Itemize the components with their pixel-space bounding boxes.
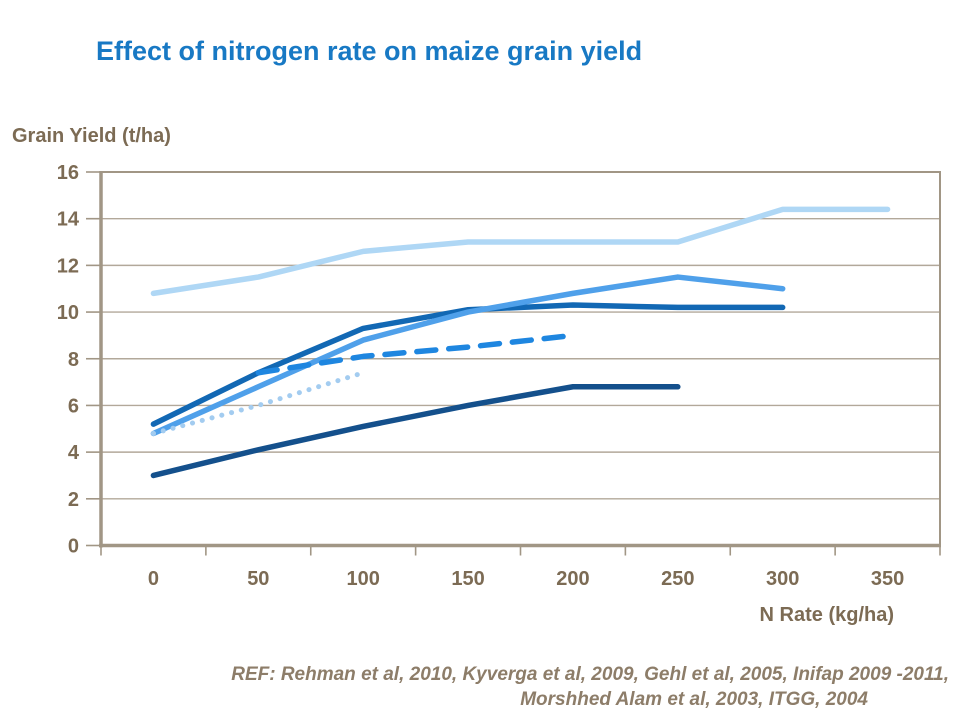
reference-text-line1: REF: Rehman et al, 2010, Kyverga et al, … — [231, 664, 949, 685]
x-tick-label: 200 — [556, 568, 589, 590]
x-tick-label: 300 — [766, 568, 799, 590]
reference-text-line2: Morshhed Alam et al, 2003, ITGG, 2004 — [520, 689, 868, 710]
x-tick-label: 350 — [871, 568, 904, 590]
series-dashed-blue-line — [255, 332, 576, 376]
x-tick-label: 150 — [451, 568, 484, 590]
x-tick-label: 100 — [347, 568, 380, 590]
chart-title: Effect of nitrogen rate on maize grain y… — [96, 36, 643, 66]
series-medium-blue-line — [150, 274, 786, 437]
y-tick-label: 16 — [57, 162, 79, 184]
y-axis-title: Grain Yield (t/ha) — [12, 125, 171, 147]
y-tick-label: 4 — [68, 442, 80, 464]
x-tick-label: 0 — [148, 568, 159, 590]
y-tick-label: 12 — [57, 255, 79, 277]
x-tick-label: 50 — [247, 568, 269, 590]
series-light-blue-line — [150, 206, 891, 297]
x-tick-label: 250 — [661, 568, 694, 590]
y-tick-label: 10 — [57, 302, 79, 324]
y-tick-label: 8 — [68, 349, 79, 371]
y-tick-label: 2 — [68, 489, 79, 511]
y-tick-label: 6 — [68, 395, 79, 417]
y-tick-label: 14 — [57, 209, 80, 231]
series-dotted-pale-blue-line — [150, 370, 366, 436]
x-axis-title: N Rate (kg/ha) — [759, 604, 894, 626]
series-navy-line — [150, 384, 681, 479]
y-tick-label: 0 — [68, 536, 79, 558]
